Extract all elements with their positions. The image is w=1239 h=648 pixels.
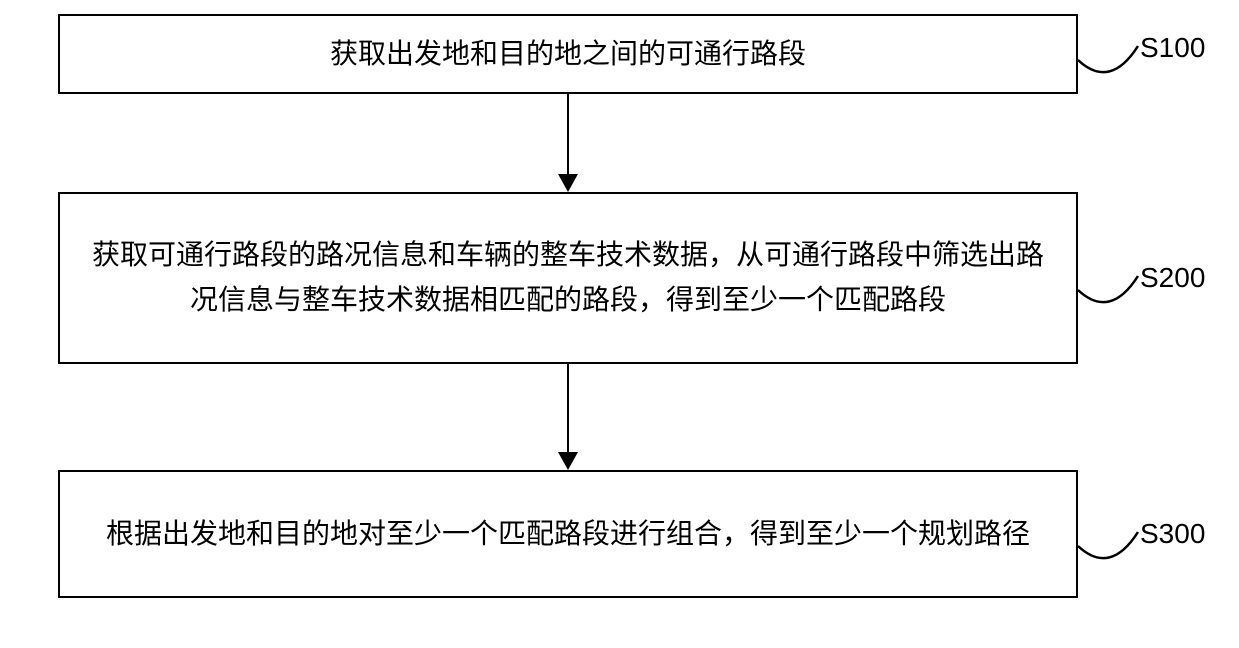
flow-step-text: 根据出发地和目的地对至少一个匹配路段进行组合，得到至少一个规划路径 bbox=[106, 512, 1030, 557]
flow-arrow-icon bbox=[548, 94, 588, 192]
step-label-s100: S100 bbox=[1140, 32, 1205, 64]
flow-step-text: 获取可通行路段的路况信息和车辆的整车技术数据，从可通行路段中筛选出路况信息与整车… bbox=[80, 233, 1056, 323]
flowchart-container: 获取出发地和目的地之间的可通行路段 S100 获取可通行路段的路况信息和车辆的整车技… bbox=[0, 0, 1239, 648]
flow-step-text: 获取出发地和目的地之间的可通行路段 bbox=[330, 32, 806, 77]
flow-step-s200: 获取可通行路段的路况信息和车辆的整车技术数据，从可通行路段中筛选出路况信息与整车… bbox=[58, 192, 1078, 364]
flow-step-s300: 根据出发地和目的地对至少一个匹配路段进行组合，得到至少一个规划路径 bbox=[58, 470, 1078, 598]
flow-step-s100: 获取出发地和目的地之间的可通行路段 bbox=[58, 14, 1078, 94]
step-label-s200: S200 bbox=[1140, 262, 1205, 294]
connector-curve-icon bbox=[1073, 527, 1143, 581]
connector-curve-icon bbox=[1073, 271, 1143, 325]
flow-arrow-icon bbox=[548, 364, 588, 470]
step-label-s300: S300 bbox=[1140, 518, 1205, 550]
connector-curve-icon bbox=[1073, 41, 1143, 95]
